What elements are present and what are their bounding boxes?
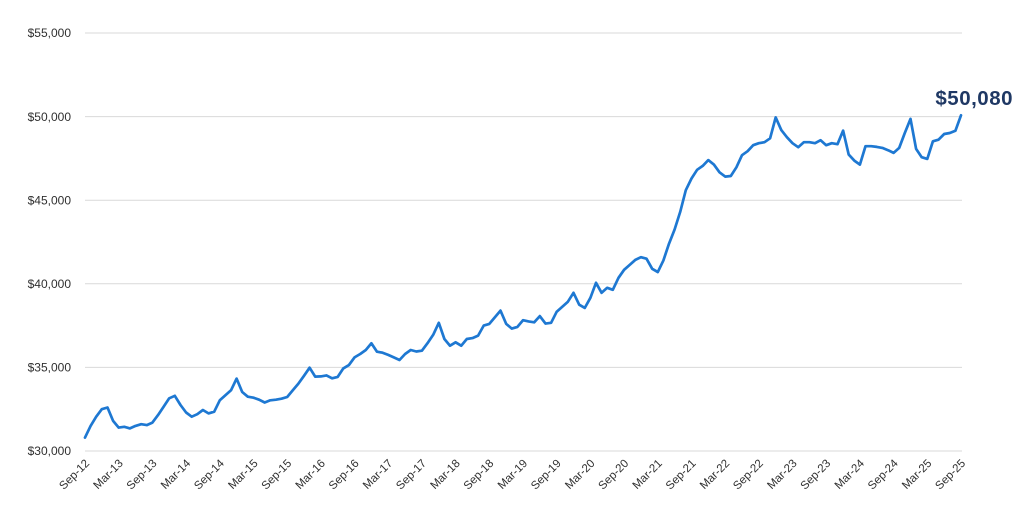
y-tick-label: $55,000	[28, 26, 72, 40]
x-tick-label: Sep-16	[327, 458, 362, 493]
x-tick-label: Mar-25	[900, 458, 934, 492]
x-tick-label: Sep-20	[597, 458, 632, 493]
x-tick-label: Mar-13	[92, 458, 126, 492]
x-tick-label: Mar-19	[496, 458, 530, 492]
x-tick-label: Sep-25	[933, 458, 968, 493]
x-tick-label: Mar-22	[698, 458, 732, 492]
gridlines	[85, 32, 962, 452]
x-tick-label: Mar-20	[563, 458, 597, 492]
x-tick-label: Mar-17	[361, 458, 395, 492]
x-tick-label: Sep-21	[664, 458, 699, 493]
y-tick-label: $50,000	[28, 110, 72, 124]
x-tick-label: Mar-23	[765, 458, 799, 492]
x-tick-label: Mar-15	[226, 458, 260, 492]
x-tick-label: Sep-23	[799, 458, 834, 493]
x-tick-label: Sep-18	[462, 458, 497, 493]
y-tick-label: $40,000	[28, 277, 72, 291]
x-tick-label: Sep-24	[866, 457, 901, 492]
x-tick-label: Mar-18	[428, 458, 462, 492]
y-tick-label: $30,000	[28, 444, 72, 458]
x-tick-label: Mar-21	[631, 458, 665, 492]
last-point-value-label: $50,080	[935, 87, 1013, 110]
x-tick-label: Sep-19	[529, 458, 564, 493]
y-tick-label: $45,000	[28, 193, 72, 207]
x-tick-label: Mar-24	[833, 457, 868, 492]
x-tick-label: Mar-16	[294, 458, 328, 492]
data-series-line	[83, 113, 963, 439]
x-tick-label: Sep-13	[125, 458, 160, 493]
x-tick-label: Sep-15	[260, 458, 295, 493]
x-tick-label: Sep-17	[394, 458, 429, 493]
y-tick-label: $35,000	[28, 361, 72, 375]
x-tick-label: Sep-12	[57, 458, 92, 493]
x-tick-label: Sep-14	[192, 457, 227, 492]
x-tick-label: Mar-14	[159, 457, 194, 492]
y-axis-labels: $30,000 $35,000 $40,000 $45,000 $50,000 $55,0…	[28, 26, 72, 458]
x-tick-label: Sep-22	[731, 458, 766, 493]
